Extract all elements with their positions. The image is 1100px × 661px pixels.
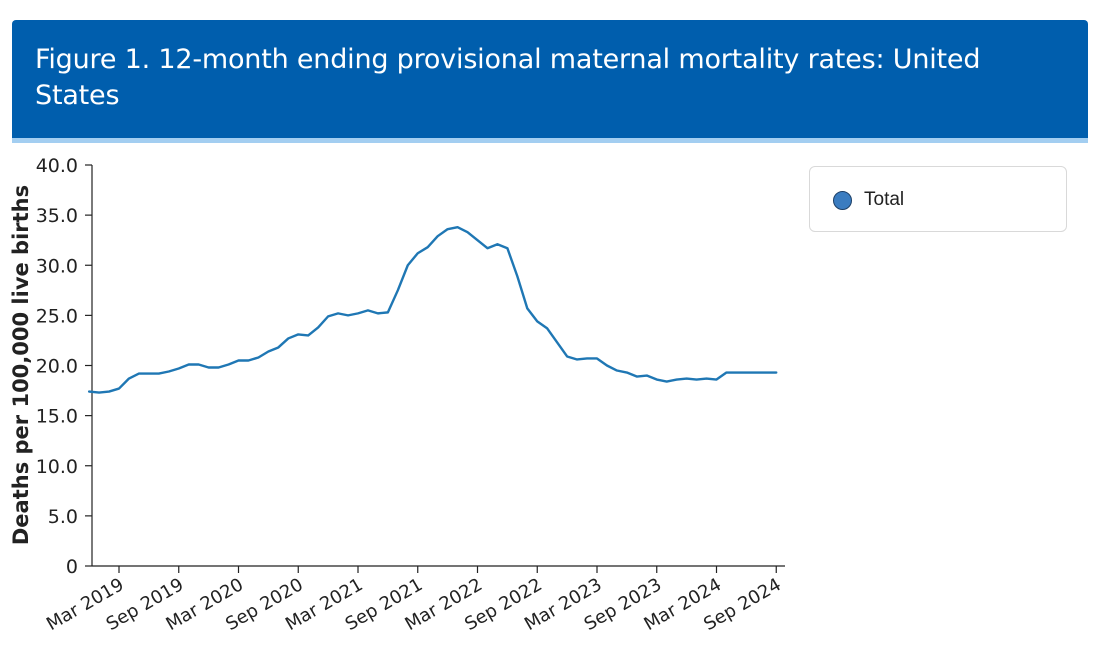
figure-header: Figure 1. 12-month ending provisional ma… bbox=[12, 20, 1088, 138]
series-layer bbox=[87, 225, 778, 394]
y-tick-label: 25.0 bbox=[36, 305, 78, 327]
legend-item-total[interactable]: Total bbox=[833, 189, 904, 211]
y-axis: 0 5.0 10.0 15.0 20.0 25.0 30.0 35.0 40.0 bbox=[36, 155, 93, 578]
y-tick-label: 10.0 bbox=[36, 456, 78, 478]
series-line-total bbox=[87, 225, 778, 394]
y-tick-label: 35.0 bbox=[36, 205, 78, 227]
figure-title: Figure 1. 12-month ending provisional ma… bbox=[35, 44, 981, 111]
legend-label: Total bbox=[864, 189, 905, 210]
y-tick-label: 5.0 bbox=[48, 506, 78, 528]
legend: Total bbox=[809, 166, 1067, 232]
circle-marker-icon bbox=[833, 190, 852, 210]
header-accent-stripe bbox=[12, 138, 1088, 143]
y-tick-label: 20.0 bbox=[36, 356, 78, 378]
y-tick-label: 0 bbox=[66, 556, 78, 578]
y-tick-label: 30.0 bbox=[36, 255, 78, 277]
y-tick-label: 40.0 bbox=[36, 155, 78, 177]
y-tick-label: 15.0 bbox=[36, 406, 78, 428]
y-axis-label: Deaths per 100,000 live births bbox=[9, 185, 33, 545]
